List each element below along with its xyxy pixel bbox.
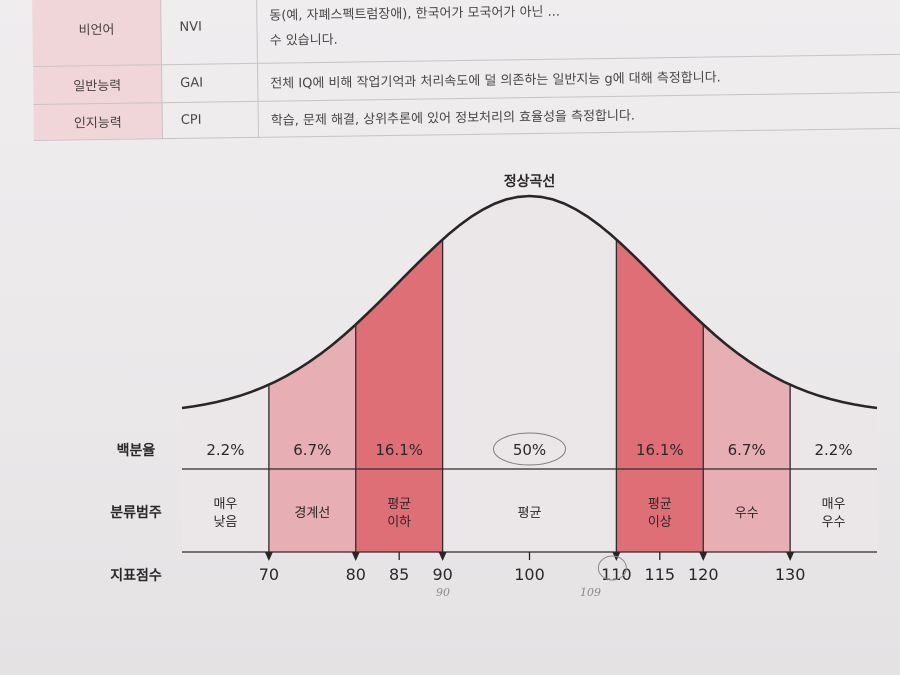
curve-segment-5 [703, 324, 791, 552]
category-label-2-1: 이하 [387, 515, 411, 530]
percent-label-3: 50% [513, 441, 546, 459]
category-label-6-1: 우수 [822, 515, 846, 530]
row-label-score: 지표점수 [110, 567, 162, 584]
category-label-0-0: 매우 [213, 497, 237, 512]
curve-segment-3 [442, 196, 617, 552]
tick-label-1: 80 [346, 565, 366, 584]
percent-label-4: 16.1% [636, 441, 684, 459]
category-label-2-0: 평균 [387, 497, 411, 512]
handwritten-circle [493, 432, 566, 466]
category-label-5-0: 우수 [735, 506, 759, 521]
category-label-4-0: 평균 [648, 497, 672, 512]
percent-label-2: 16.1% [375, 441, 423, 459]
category-label-4-1: 이상 [648, 515, 672, 530]
handwritten-circle-small [597, 555, 627, 581]
tick-arrow-3 [438, 552, 447, 561]
category-label-3-0: 평균 [518, 506, 542, 521]
category-label-1-0: 경계선 [294, 506, 330, 521]
tick-arrow-0 [264, 552, 273, 561]
category-label-6-0: 매우 [822, 497, 846, 512]
percent-label-0: 2.2% [206, 441, 244, 459]
tick-label-3: 90 [432, 565, 452, 584]
tick-arrow-7 [699, 552, 708, 561]
handwritten-note: 90 [436, 586, 450, 599]
tick-arrow-1 [351, 552, 360, 561]
tick-label-7: 120 [688, 565, 719, 584]
tick-label-4: 100 [514, 565, 545, 584]
curve-segment-4 [616, 239, 704, 552]
category-label-0-1: 낮음 [213, 515, 237, 530]
curve-segment-2 [355, 239, 443, 552]
percent-label-5: 6.7% [728, 441, 766, 459]
tick-label-6: 115 [645, 565, 676, 584]
tick-arrow-8 [786, 552, 795, 561]
percent-label-1: 6.7% [293, 441, 331, 459]
curve-segment-1 [268, 324, 356, 552]
percent-label-6: 2.2% [815, 441, 853, 459]
row-label-category: 분류범주 [110, 505, 162, 521]
handwritten-note: 109 [580, 586, 601, 599]
tick-label-2: 85 [389, 565, 409, 584]
row-label-percent: 백분율 [117, 442, 156, 459]
chart-title: 정상곡선 [504, 173, 556, 190]
tick-label-8: 130 [775, 565, 806, 584]
tick-label-0: 70 [259, 565, 279, 584]
normal-curve-line [181, 194, 878, 410]
tick-label-5: 110 [601, 565, 632, 584]
